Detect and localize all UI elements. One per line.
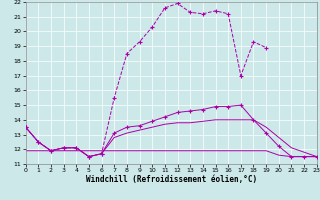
X-axis label: Windchill (Refroidissement éolien,°C): Windchill (Refroidissement éolien,°C) <box>86 175 257 184</box>
